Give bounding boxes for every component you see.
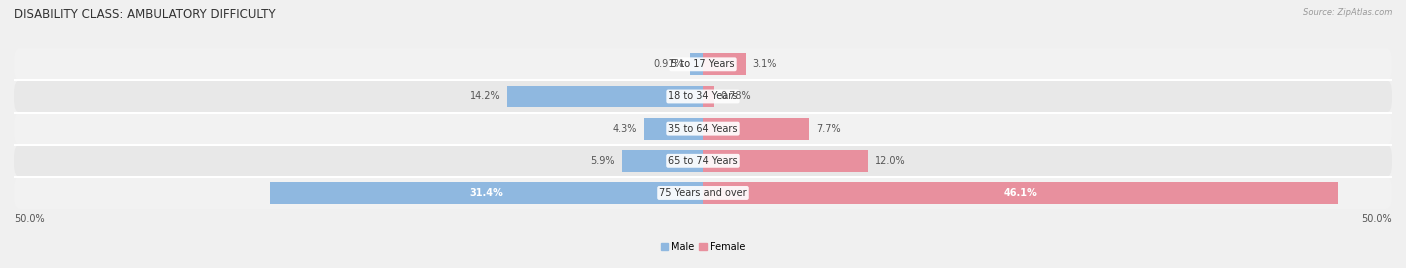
Bar: [644, 118, 703, 140]
Text: 18 to 34 Years: 18 to 34 Years: [668, 91, 738, 102]
Bar: [621, 150, 703, 172]
Text: 50.0%: 50.0%: [14, 214, 45, 224]
Text: 3.1%: 3.1%: [752, 59, 778, 69]
FancyBboxPatch shape: [14, 177, 1392, 209]
Bar: [508, 85, 703, 107]
FancyBboxPatch shape: [14, 80, 1392, 113]
Text: 35 to 64 Years: 35 to 64 Years: [668, 124, 738, 134]
Text: 5.9%: 5.9%: [591, 156, 614, 166]
Text: 75 Years and over: 75 Years and over: [659, 188, 747, 198]
Text: 46.1%: 46.1%: [1004, 188, 1038, 198]
Bar: [703, 53, 745, 75]
Text: 7.7%: 7.7%: [815, 124, 841, 134]
Text: Source: ZipAtlas.com: Source: ZipAtlas.com: [1302, 8, 1392, 17]
Text: 65 to 74 Years: 65 to 74 Years: [668, 156, 738, 166]
FancyBboxPatch shape: [14, 113, 1392, 145]
FancyBboxPatch shape: [14, 48, 1392, 80]
Text: 50.0%: 50.0%: [1361, 214, 1392, 224]
Text: 14.2%: 14.2%: [470, 91, 501, 102]
Bar: [703, 118, 808, 140]
Bar: [270, 182, 703, 204]
Text: 4.3%: 4.3%: [613, 124, 637, 134]
Text: 0.91%: 0.91%: [652, 59, 683, 69]
Text: 0.78%: 0.78%: [721, 91, 751, 102]
Text: 5 to 17 Years: 5 to 17 Years: [671, 59, 735, 69]
Bar: [703, 150, 869, 172]
Bar: [703, 182, 1339, 204]
Legend: Male, Female: Male, Female: [657, 238, 749, 256]
Text: 12.0%: 12.0%: [875, 156, 905, 166]
Bar: [690, 53, 703, 75]
Text: DISABILITY CLASS: AMBULATORY DIFFICULTY: DISABILITY CLASS: AMBULATORY DIFFICULTY: [14, 8, 276, 21]
FancyBboxPatch shape: [14, 145, 1392, 177]
Bar: [703, 85, 714, 107]
Text: 31.4%: 31.4%: [470, 188, 503, 198]
